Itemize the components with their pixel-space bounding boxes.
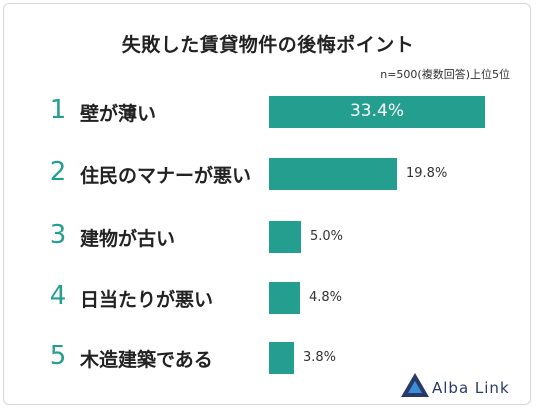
bar <box>269 342 294 374</box>
value-label: 3.8% <box>303 350 337 365</box>
bar <box>269 221 301 253</box>
chart-frame <box>3 3 531 405</box>
value-label: 5.0% <box>310 229 344 244</box>
chart-title: 失敗した賃貸物件の後悔ポイント <box>121 34 415 56</box>
value-label: 33.4% <box>349 101 404 121</box>
category-label: 壁が薄い <box>80 103 157 125</box>
category-label: 日当たりが悪い <box>80 289 214 311</box>
alba-link-logo-icon <box>401 373 429 397</box>
category-label: 住民のマナーが悪い <box>80 165 252 187</box>
category-label: 木造建築である <box>80 349 213 371</box>
rank-number: 5 <box>49 341 67 371</box>
rank-number: 4 <box>49 281 67 311</box>
category-label: 建物が古い <box>80 228 176 250</box>
bar <box>269 282 300 314</box>
bar <box>269 158 397 190</box>
brand-name: Alba Link <box>432 379 510 397</box>
value-label: 19.8% <box>406 166 448 181</box>
rank-number: 2 <box>49 157 67 187</box>
value-label: 4.8% <box>309 290 343 305</box>
rank-number: 3 <box>49 220 67 250</box>
bar <box>269 96 485 128</box>
rank-number: 1 <box>49 95 67 125</box>
sample-note: n=500(複数回答)上位5位 <box>380 68 510 81</box>
